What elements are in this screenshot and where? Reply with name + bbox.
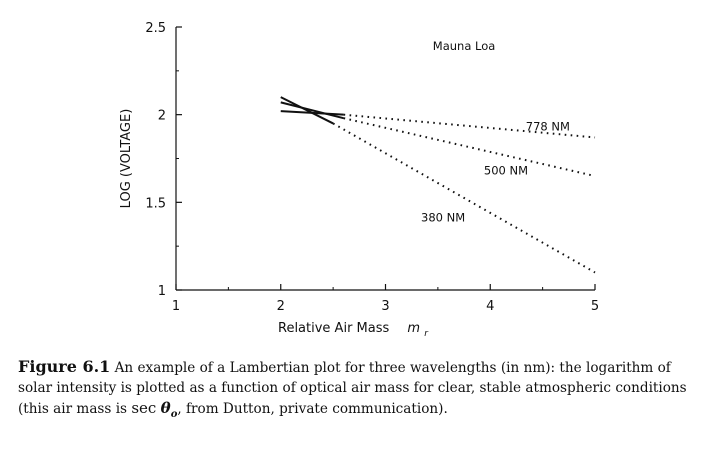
annotation-500-nm: 500 NM [484,163,528,177]
x-tick-label: 3 [381,299,389,314]
x-tick-label: 5 [591,299,599,314]
series-380-nm [280,96,596,274]
series-dotted-segment [343,117,596,178]
x-axis-title: Relative Air Mass m r [278,321,429,339]
series-layer [280,96,596,274]
series-solid-segment [280,101,344,120]
caption-text-end: , from Dutton, private communication). [177,401,448,417]
x-axis-symbol-subscript: r [424,329,429,339]
theta-symbol: θo [160,399,178,420]
x-tick-label: 4 [486,299,494,314]
y-tick-label: 1 [158,284,166,299]
series-500-nm [280,101,596,178]
series-dotted-segment [332,122,596,274]
x-axis-symbol: m [407,321,420,336]
annotation-778-nm: 778 NM [526,119,570,133]
figure-label: Figure 6.1 [18,357,111,376]
caption-text: An example of a Lambertian plot for thre… [18,360,687,417]
y-tick-label: 2.5 [145,21,166,36]
lambertian-plot: 1 1.5 2 2.5 1 2 3 4 5 Mauna Loa 778 NM 500 NM 380 … [119,21,599,339]
x-axis-title-text: Relative Air Mass [278,321,389,336]
series-dotted-segment [343,113,596,139]
x-tick-label: 1 [172,299,180,314]
y-tick-label: 1.5 [145,196,166,211]
sec-symbol: sec [131,399,157,417]
series-solid-segment [280,96,334,125]
y-tick-label: 2 [158,109,166,124]
figure-caption: Figure 6.1 An example of a Lambertian pl… [18,357,690,425]
x-tick-label: 2 [277,299,285,314]
y-axis: 1 1.5 2 2.5 [145,21,182,299]
annotations: Mauna Loa 778 NM 500 NM 380 NM [421,39,570,225]
annotation-mauna-loa: Mauna Loa [433,39,496,53]
annotation-380-nm: 380 NM [421,211,465,225]
y-axis-title: LOG (VOLTAGE) [119,109,134,209]
x-axis: 1 2 3 4 5 [172,284,599,314]
